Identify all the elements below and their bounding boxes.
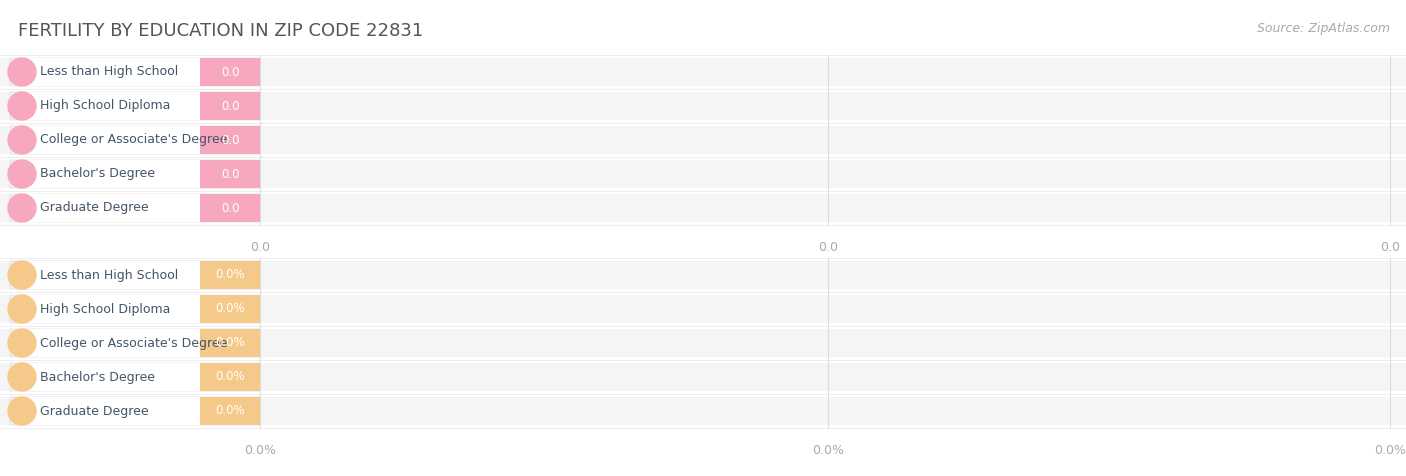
- Bar: [0, 92, 1406, 120]
- FancyBboxPatch shape: [24, 363, 200, 391]
- FancyBboxPatch shape: [10, 295, 260, 323]
- Text: 0.0%: 0.0%: [215, 268, 245, 281]
- FancyBboxPatch shape: [24, 397, 200, 425]
- Bar: [0, 58, 1406, 86]
- FancyBboxPatch shape: [200, 126, 260, 154]
- FancyBboxPatch shape: [24, 329, 200, 357]
- FancyBboxPatch shape: [10, 194, 260, 222]
- FancyBboxPatch shape: [200, 92, 260, 120]
- Text: 0.0: 0.0: [221, 201, 239, 215]
- Circle shape: [8, 295, 37, 323]
- Circle shape: [8, 194, 37, 222]
- FancyBboxPatch shape: [24, 58, 200, 86]
- Text: 0.0: 0.0: [221, 99, 239, 112]
- FancyBboxPatch shape: [10, 126, 260, 154]
- FancyBboxPatch shape: [24, 160, 200, 188]
- Text: Less than High School: Less than High School: [39, 268, 179, 281]
- FancyBboxPatch shape: [10, 363, 260, 391]
- Text: Graduate Degree: Graduate Degree: [39, 201, 149, 215]
- FancyBboxPatch shape: [24, 126, 200, 154]
- Text: 0.0: 0.0: [1381, 241, 1400, 254]
- Circle shape: [8, 58, 37, 86]
- Bar: [0, 397, 1406, 425]
- FancyBboxPatch shape: [10, 58, 260, 86]
- Text: 0.0%: 0.0%: [245, 444, 276, 457]
- Bar: [0, 160, 1406, 188]
- Text: Graduate Degree: Graduate Degree: [39, 405, 149, 417]
- Text: 0.0: 0.0: [250, 241, 270, 254]
- Text: Bachelor's Degree: Bachelor's Degree: [39, 168, 155, 180]
- FancyBboxPatch shape: [200, 329, 260, 357]
- Text: High School Diploma: High School Diploma: [39, 303, 170, 316]
- FancyBboxPatch shape: [24, 295, 200, 323]
- Circle shape: [8, 261, 37, 289]
- FancyBboxPatch shape: [200, 194, 260, 222]
- Circle shape: [8, 92, 37, 120]
- Circle shape: [8, 160, 37, 188]
- Text: 0.0: 0.0: [221, 133, 239, 147]
- Text: 0.0: 0.0: [221, 66, 239, 79]
- Bar: [0, 329, 1406, 357]
- FancyBboxPatch shape: [200, 261, 260, 289]
- FancyBboxPatch shape: [24, 261, 200, 289]
- Text: 0.0%: 0.0%: [215, 303, 245, 316]
- Bar: [0, 261, 1406, 289]
- FancyBboxPatch shape: [200, 363, 260, 391]
- Bar: [0, 126, 1406, 154]
- FancyBboxPatch shape: [10, 92, 260, 120]
- Circle shape: [8, 397, 37, 425]
- Text: Less than High School: Less than High School: [39, 66, 179, 79]
- Text: College or Associate's Degree: College or Associate's Degree: [39, 133, 228, 147]
- Circle shape: [8, 126, 37, 154]
- Text: College or Associate's Degree: College or Associate's Degree: [39, 337, 228, 349]
- Bar: [0, 363, 1406, 391]
- Circle shape: [8, 363, 37, 391]
- Text: 0.0: 0.0: [818, 241, 838, 254]
- Text: 0.0%: 0.0%: [215, 370, 245, 384]
- FancyBboxPatch shape: [24, 92, 200, 120]
- Text: 0.0: 0.0: [221, 168, 239, 180]
- FancyBboxPatch shape: [200, 397, 260, 425]
- Text: 0.0%: 0.0%: [813, 444, 844, 457]
- Text: 0.0%: 0.0%: [215, 405, 245, 417]
- Text: High School Diploma: High School Diploma: [39, 99, 170, 112]
- Text: Source: ZipAtlas.com: Source: ZipAtlas.com: [1257, 22, 1391, 35]
- Bar: [0, 194, 1406, 222]
- FancyBboxPatch shape: [24, 194, 200, 222]
- FancyBboxPatch shape: [200, 160, 260, 188]
- FancyBboxPatch shape: [10, 397, 260, 425]
- Circle shape: [8, 329, 37, 357]
- FancyBboxPatch shape: [200, 295, 260, 323]
- Text: FERTILITY BY EDUCATION IN ZIP CODE 22831: FERTILITY BY EDUCATION IN ZIP CODE 22831: [18, 22, 423, 40]
- FancyBboxPatch shape: [10, 261, 260, 289]
- Text: 0.0%: 0.0%: [1374, 444, 1406, 457]
- Bar: [0, 295, 1406, 323]
- FancyBboxPatch shape: [200, 58, 260, 86]
- Text: Bachelor's Degree: Bachelor's Degree: [39, 370, 155, 384]
- Text: 0.0%: 0.0%: [215, 337, 245, 349]
- FancyBboxPatch shape: [10, 160, 260, 188]
- FancyBboxPatch shape: [10, 329, 260, 357]
